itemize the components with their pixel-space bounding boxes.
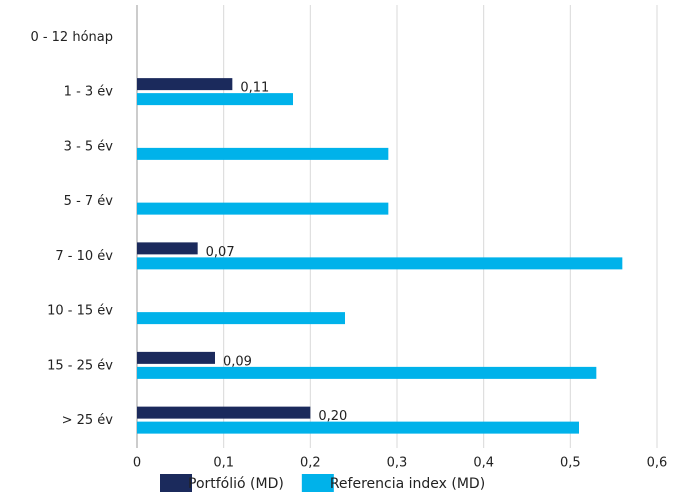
value-label: 0,09 <box>223 354 252 369</box>
y-tick-label: 7 - 10 év <box>55 249 113 264</box>
value-label: 0,11 <box>240 81 269 96</box>
x-tick-label: 0,1 <box>213 456 234 471</box>
x-tick-label: 0,5 <box>560 456 581 471</box>
bar <box>137 312 345 325</box>
y-tick-label: 15 - 25 év <box>47 358 113 373</box>
legend-swatch <box>301 474 334 492</box>
x-tick-label: 0,6 <box>647 456 668 471</box>
bar <box>137 93 293 106</box>
bar <box>137 366 597 379</box>
legend-label: Portfólió (MD) <box>188 476 284 492</box>
y-tick-label: 3 - 5 év <box>64 139 114 154</box>
bar <box>137 421 579 434</box>
x-tick-label: 0,3 <box>387 456 408 471</box>
x-tick-label: 0,4 <box>473 456 494 471</box>
x-tick-label: 0 <box>133 456 141 471</box>
x-tick-label: 0,2 <box>300 456 321 471</box>
bar <box>137 147 389 160</box>
y-tick-label: 1 - 3 év <box>64 85 114 100</box>
y-tick-label: 10 - 15 év <box>47 304 113 319</box>
bar <box>137 242 198 255</box>
value-label: 0,07 <box>206 245 235 260</box>
y-tick-label: 5 - 7 év <box>64 194 114 209</box>
bar <box>137 257 623 270</box>
legend-label: Referencia index (MD) <box>330 476 485 492</box>
bar <box>137 202 389 215</box>
legend-swatch <box>160 474 192 492</box>
bar <box>137 351 215 364</box>
value-label: 0,20 <box>318 409 347 424</box>
bar <box>137 406 311 419</box>
bar <box>137 78 233 91</box>
y-tick-label: > 25 év <box>62 413 114 428</box>
y-tick-label: 0 - 12 hónap <box>30 30 113 45</box>
